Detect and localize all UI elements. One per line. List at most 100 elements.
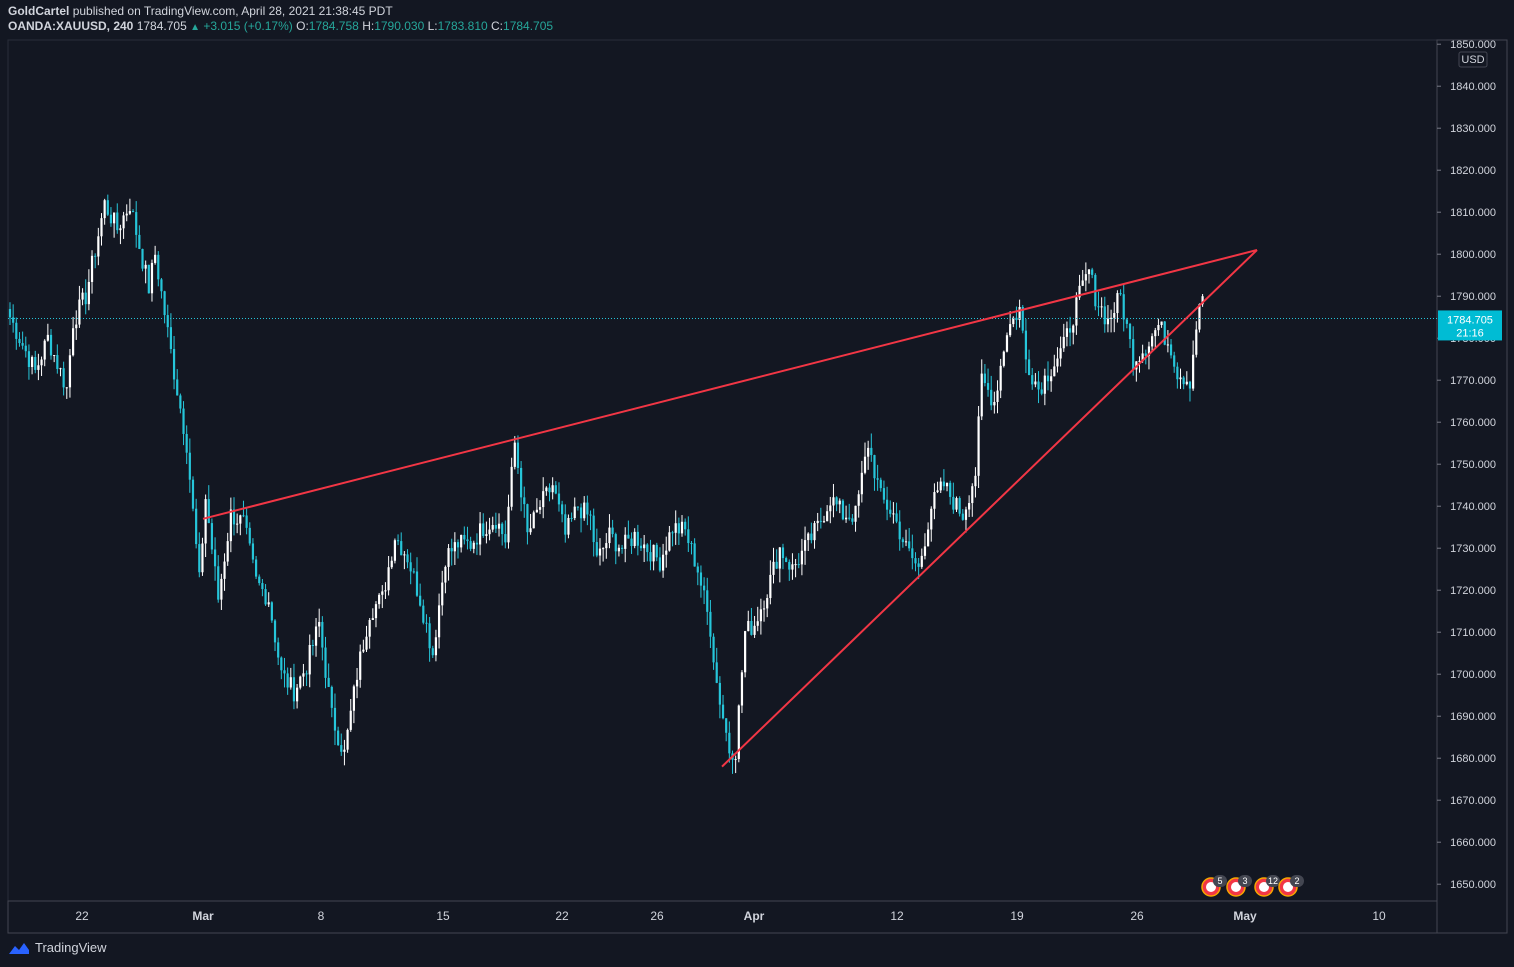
candle-body [415,571,419,596]
candle-body [788,561,791,570]
candle-body [1037,381,1040,390]
candle-body [78,299,81,325]
publisher-name[interactable]: GoldCartel [8,4,70,18]
candle-body [72,328,75,356]
candle-body [933,492,936,509]
candle-body [482,523,485,536]
candle-body [785,558,788,562]
candle-body [450,548,453,552]
candle-body [223,561,226,579]
candle-body [195,508,198,545]
y-tick-label: 1740.000 [1450,501,1496,513]
candle-body [30,357,34,368]
x-tick-label: 8 [318,909,325,923]
candle-body [851,518,854,522]
candle-body [529,528,532,533]
candle-body [1081,280,1084,286]
candle-body [116,212,119,231]
candle-body [1046,375,1050,382]
candle-body [1031,375,1034,385]
trendline-upper[interactable] [202,249,1258,520]
candle-body [1100,306,1103,308]
candle-body [911,548,914,559]
candle-body [172,348,176,380]
time-axis[interactable] [7,900,1438,934]
candle-body [579,507,583,519]
candle-body [1185,381,1188,385]
candle-body [352,686,355,711]
candle-body [1078,285,1081,298]
candle-body [1053,366,1056,377]
candle-body [516,442,520,468]
bar-countdown: 21:16 [1456,327,1484,339]
event-count-badge [1290,875,1304,887]
candle-body [157,254,160,280]
candle-body [166,315,169,328]
candle-body [154,254,157,263]
candle-body [207,499,210,524]
candle-body [980,373,983,417]
candle-body [1141,353,1144,361]
candle-body [756,621,759,626]
y-tick-label: 1730.000 [1450,543,1496,555]
candle-body [34,357,37,370]
y-tick-label: 1760.000 [1450,417,1496,429]
x-tick-label: 26 [1130,909,1144,923]
candle-body [1144,353,1147,356]
tradingview-logo-icon[interactable] [8,941,30,955]
candle-body [1163,321,1166,345]
candle-body [198,544,201,573]
candle-body [551,485,554,493]
candle-body [655,544,658,558]
candle-body [863,456,867,473]
event-count-label: 3 [1242,876,1247,886]
candle-body [12,317,15,323]
candle-body [18,338,21,344]
candle-body [955,498,958,510]
candle-body [355,679,359,687]
candle-body [595,542,598,556]
candle-body [614,534,617,552]
candle-body [939,481,942,491]
candle-body [488,529,491,535]
candle-body [1169,344,1173,356]
candle-body [996,390,999,402]
price-axis[interactable] [1436,39,1508,934]
footer-brand[interactable]: TradingView [35,940,107,955]
candle-body [949,482,952,497]
candle-body [40,359,43,366]
candle-body [1188,381,1192,389]
close-value: 1784.705 [503,19,554,33]
currency-badge[interactable] [1458,51,1488,68]
y-tick-label: 1670.000 [1450,795,1496,807]
candle-body [182,408,185,434]
candle-body [1065,328,1069,337]
candle-body [217,566,220,600]
candle-body [548,487,551,493]
candle-body [349,710,352,730]
candle-body [485,534,488,536]
up-arrow-icon: ▲ [190,22,201,33]
candle-body [636,531,639,546]
candle-body [589,514,592,516]
symbol-label[interactable]: OANDA:XAUUSD, 240 [8,19,134,33]
candle-body [822,521,826,523]
candle-body [390,560,393,568]
candle-body [27,351,31,368]
candle-body [501,523,504,535]
candle-body [94,255,97,257]
candle-body [62,368,65,388]
candle-body [292,677,296,702]
last-price: 1784.705 [136,19,187,33]
candle-body [1087,269,1091,275]
x-tick-label: Apr [744,909,765,923]
event-count-badge [1266,875,1280,887]
candle-body [131,211,135,213]
trendline-lower[interactable] [721,249,1258,768]
candle-body [706,590,709,612]
candle-body [737,705,740,760]
candle-body [1018,306,1021,321]
candle-body [1027,359,1031,376]
candle-body [1128,323,1132,340]
